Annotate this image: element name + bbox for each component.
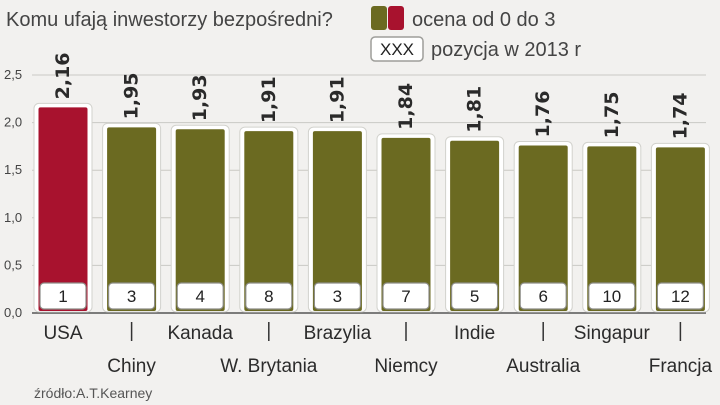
x-category-label: Indie — [454, 323, 495, 344]
y-tick-label: 0,0 — [4, 305, 22, 320]
rank-box — [451, 282, 499, 310]
x-category-label: Kanada — [167, 323, 233, 344]
y-tick-label: 1,5 — [4, 162, 22, 177]
bar-fill — [107, 127, 157, 311]
rank-box — [382, 282, 430, 310]
legend-rank-sample: XXX — [380, 40, 414, 59]
bar-fill — [38, 107, 88, 311]
bar-fill — [175, 129, 225, 311]
bar-usa: 12,16 — [33, 52, 93, 313]
rank-label: 8 — [264, 287, 273, 306]
rank-label: 7 — [401, 287, 410, 306]
rank-box — [39, 282, 87, 310]
rank-label: 4 — [195, 287, 204, 306]
bar-singapur: 101,75 — [582, 92, 642, 313]
rank-label: 10 — [602, 287, 621, 306]
bar-value-label: 1,74 — [669, 92, 691, 139]
bar-fill — [312, 131, 362, 311]
rank-label: 3 — [333, 287, 342, 306]
bar-chiny: 31,95 — [102, 72, 162, 313]
rank-box — [245, 282, 293, 310]
rank-box — [313, 282, 361, 310]
bar-fill — [381, 137, 431, 311]
legend-score-swatch — [371, 6, 404, 30]
bar-francja: 121,74 — [650, 92, 710, 313]
rank-label: 1 — [58, 287, 67, 306]
legend-rank-label: pozycja w 2013 r — [431, 39, 581, 61]
rank-box — [176, 282, 224, 310]
bar-value-label: 1,93 — [189, 74, 211, 121]
chart-title: Komu ufają inwestorzy bezpośredni? — [6, 9, 333, 31]
x-category-label: Australia — [506, 356, 580, 377]
rank-label: 3 — [127, 287, 136, 306]
bar-value-label: 1,75 — [601, 92, 623, 139]
y-tick-label: 2,5 — [4, 67, 22, 82]
bar-value-label: 1,91 — [258, 76, 280, 123]
bar-value-label: 1,81 — [464, 86, 486, 133]
y-tick-label: 0,5 — [4, 257, 22, 272]
rank-box — [656, 282, 705, 310]
bar-fill — [450, 140, 500, 311]
bars: 12,1631,9541,9381,9131,9171,8451,8161,76… — [33, 52, 710, 313]
y-tick-label: 1,0 — [4, 210, 22, 225]
bar-value-label: 1,84 — [395, 83, 417, 130]
bar-australia: 61,76 — [513, 91, 573, 313]
bar-value-label: 1,76 — [532, 91, 554, 138]
bar-brazylia: 31,91 — [307, 76, 367, 313]
x-category-label: Francja — [649, 356, 713, 377]
rank-label: 12 — [671, 287, 690, 306]
x-category-label: Singapur — [574, 323, 651, 344]
bar-fill — [655, 147, 705, 311]
rank-box — [107, 282, 156, 310]
legend: ocena od 0 do 3 XXX pozycja w 2013 r — [370, 6, 581, 62]
rank-box — [519, 282, 567, 310]
legend-rank-swatch: XXX — [370, 36, 424, 62]
bar-kanada: 41,93 — [170, 74, 230, 313]
bar-fill — [518, 145, 568, 311]
x-category-label: W. Brytania — [220, 356, 318, 377]
rank-box — [588, 282, 636, 310]
x-category-label: Brazylia — [304, 323, 372, 344]
legend-score-label: ocena od 0 do 3 — [412, 9, 555, 31]
y-axis: 0,0 0,5 1,0 1,5 2,0 2,5 — [4, 67, 706, 320]
rank-label: 5 — [470, 287, 479, 306]
bar-value-label: 2,16 — [52, 52, 74, 99]
x-category-label: USA — [43, 323, 82, 344]
source-note: źródło:A.T.Kearney — [34, 385, 152, 401]
bar-w-brytania: 81,91 — [239, 76, 299, 313]
bar-value-label: 1,95 — [121, 72, 143, 119]
bar-fill — [587, 146, 637, 311]
bar-fill — [244, 131, 294, 311]
y-tick-label: 2,0 — [4, 115, 22, 130]
x-category-label: Chiny — [107, 356, 156, 377]
x-category-label: Niemcy — [374, 356, 438, 377]
bar-niemcy: 71,84 — [376, 83, 436, 313]
bar-indie: 51,81 — [445, 86, 505, 313]
rank-label: 6 — [538, 287, 547, 306]
bar-value-label: 1,91 — [326, 76, 348, 123]
